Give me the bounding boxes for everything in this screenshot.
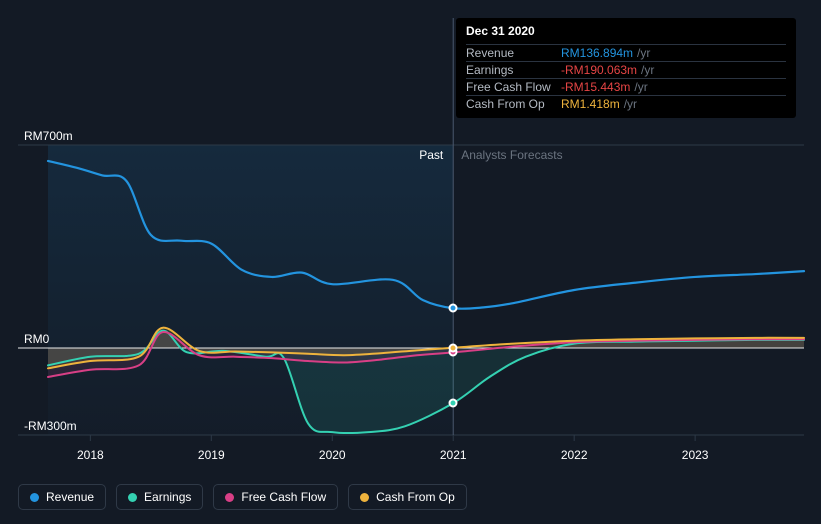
x-axis-label: 2021 xyxy=(440,448,467,462)
legend-label: Free Cash Flow xyxy=(241,490,326,504)
tooltip-row: RevenueRM136.894m/yr xyxy=(466,44,786,61)
legend-label: Earnings xyxy=(144,490,191,504)
chart-marker xyxy=(449,304,458,313)
legend-label: Cash From Op xyxy=(376,490,455,504)
region-past-label: Past xyxy=(419,148,443,162)
x-axis-label: 2022 xyxy=(561,448,588,462)
tooltip-label: Revenue xyxy=(466,46,561,60)
tooltip-unit: /yr xyxy=(637,46,650,60)
chart-marker xyxy=(449,343,458,352)
tooltip-unit: /yr xyxy=(624,97,637,111)
chart-tooltip: Dec 31 2020 RevenueRM136.894m/yrEarnings… xyxy=(456,18,796,118)
tooltip-row: Cash From OpRM1.418m/yr xyxy=(466,95,786,112)
x-axis-label: 2020 xyxy=(319,448,346,462)
x-axis-labels: 2018 2019 2020 2021 2022 2023 xyxy=(18,448,803,468)
chart-marker xyxy=(449,399,458,408)
tooltip-label: Earnings xyxy=(466,63,561,77)
tooltip-row: Earnings-RM190.063m/yr xyxy=(466,61,786,78)
tooltip-date: Dec 31 2020 xyxy=(466,24,786,42)
tooltip-value: -RM15.443m xyxy=(561,80,630,94)
chart-legend: Revenue Earnings Free Cash Flow Cash From O… xyxy=(18,484,467,510)
tooltip-unit: /yr xyxy=(641,63,654,77)
x-axis-label: 2018 xyxy=(77,448,104,462)
legend-label: Revenue xyxy=(46,490,94,504)
legend-dot xyxy=(360,493,369,502)
legend-dot xyxy=(225,493,234,502)
x-axis-label: 2019 xyxy=(198,448,225,462)
tooltip-value: RM1.418m xyxy=(561,97,620,111)
tooltip-value: RM136.894m xyxy=(561,46,633,60)
legend-item-free-cash-flow[interactable]: Free Cash Flow xyxy=(213,484,338,510)
x-axis-label: 2023 xyxy=(682,448,709,462)
tooltip-unit: /yr xyxy=(634,80,647,94)
legend-dot xyxy=(128,493,137,502)
tooltip-value: -RM190.063m xyxy=(561,63,637,77)
legend-item-earnings[interactable]: Earnings xyxy=(116,484,203,510)
legend-dot xyxy=(30,493,39,502)
tooltip-row: Free Cash Flow-RM15.443m/yr xyxy=(466,78,786,95)
region-forecast-label: Analysts Forecasts xyxy=(461,148,562,162)
legend-item-revenue[interactable]: Revenue xyxy=(18,484,106,510)
tooltip-label: Free Cash Flow xyxy=(466,80,561,94)
tooltip-label: Cash From Op xyxy=(466,97,561,111)
legend-item-cash-from-op[interactable]: Cash From Op xyxy=(348,484,467,510)
